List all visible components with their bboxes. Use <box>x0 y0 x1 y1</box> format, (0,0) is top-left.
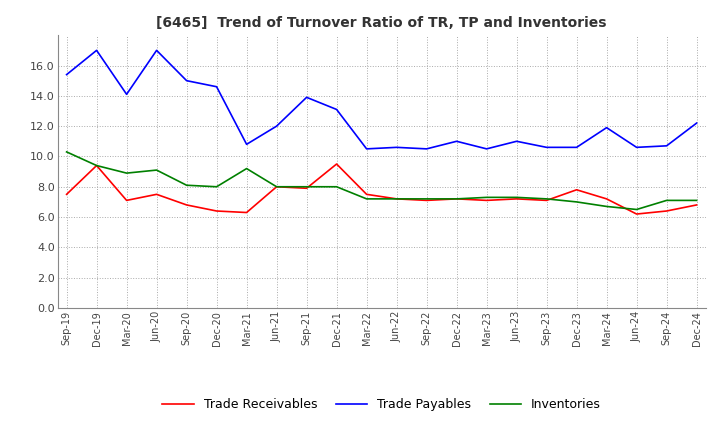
Trade Payables <box>62 72 71 77</box>
Trade Payables <box>92 48 101 53</box>
Trade Receivables <box>212 209 221 214</box>
Inventories <box>513 195 521 200</box>
Trade Receivables <box>602 196 611 202</box>
Inventories <box>212 184 221 189</box>
Inventories <box>153 168 161 173</box>
Inventories <box>242 166 251 171</box>
Trade Receivables <box>482 198 491 203</box>
Inventories <box>452 196 461 202</box>
Trade Payables <box>452 139 461 144</box>
Trade Receivables <box>542 198 551 203</box>
Trade Receivables <box>182 202 191 208</box>
Inventories <box>92 163 101 168</box>
Trade Receivables <box>693 202 701 208</box>
Trade Payables <box>302 95 311 100</box>
Legend: Trade Receivables, Trade Payables, Inventories: Trade Receivables, Trade Payables, Inven… <box>157 393 606 416</box>
Trade Payables <box>362 146 371 151</box>
Trade Payables <box>182 78 191 83</box>
Inventories <box>302 184 311 189</box>
Inventories <box>542 196 551 202</box>
Inventories <box>122 170 131 176</box>
Trade Receivables <box>333 161 341 167</box>
Trade Receivables <box>272 184 281 189</box>
Trade Receivables <box>362 192 371 197</box>
Trade Payables <box>662 143 671 148</box>
Trade Payables <box>272 124 281 129</box>
Trade Receivables <box>513 196 521 202</box>
Trade Payables <box>242 142 251 147</box>
Trade Payables <box>602 125 611 130</box>
Trade Receivables <box>62 192 71 197</box>
Line: Trade Receivables: Trade Receivables <box>66 164 697 214</box>
Trade Payables <box>632 145 641 150</box>
Trade Payables <box>422 146 431 151</box>
Inventories <box>392 196 401 202</box>
Trade Receivables <box>302 186 311 191</box>
Trade Payables <box>513 139 521 144</box>
Trade Receivables <box>122 198 131 203</box>
Trade Receivables <box>422 198 431 203</box>
Trade Receivables <box>452 196 461 202</box>
Inventories <box>662 198 671 203</box>
Title: [6465]  Trend of Turnover Ratio of TR, TP and Inventories: [6465] Trend of Turnover Ratio of TR, TP… <box>156 16 607 30</box>
Inventories <box>362 196 371 202</box>
Trade Payables <box>392 145 401 150</box>
Inventories <box>572 199 581 205</box>
Trade Receivables <box>242 210 251 215</box>
Trade Receivables <box>92 163 101 168</box>
Trade Payables <box>153 48 161 53</box>
Inventories <box>482 195 491 200</box>
Trade Payables <box>482 146 491 151</box>
Trade Payables <box>693 121 701 126</box>
Trade Payables <box>333 107 341 112</box>
Trade Receivables <box>662 209 671 214</box>
Inventories <box>62 149 71 154</box>
Inventories <box>182 183 191 188</box>
Trade Receivables <box>153 192 161 197</box>
Trade Payables <box>542 145 551 150</box>
Line: Inventories: Inventories <box>66 152 697 209</box>
Trade Receivables <box>572 187 581 192</box>
Trade Receivables <box>632 211 641 216</box>
Trade Payables <box>572 145 581 150</box>
Trade Receivables <box>392 196 401 202</box>
Trade Payables <box>122 92 131 97</box>
Inventories <box>632 207 641 212</box>
Inventories <box>602 204 611 209</box>
Inventories <box>272 184 281 189</box>
Inventories <box>693 198 701 203</box>
Inventories <box>422 196 431 202</box>
Line: Trade Payables: Trade Payables <box>66 50 697 149</box>
Inventories <box>333 184 341 189</box>
Trade Payables <box>212 84 221 89</box>
